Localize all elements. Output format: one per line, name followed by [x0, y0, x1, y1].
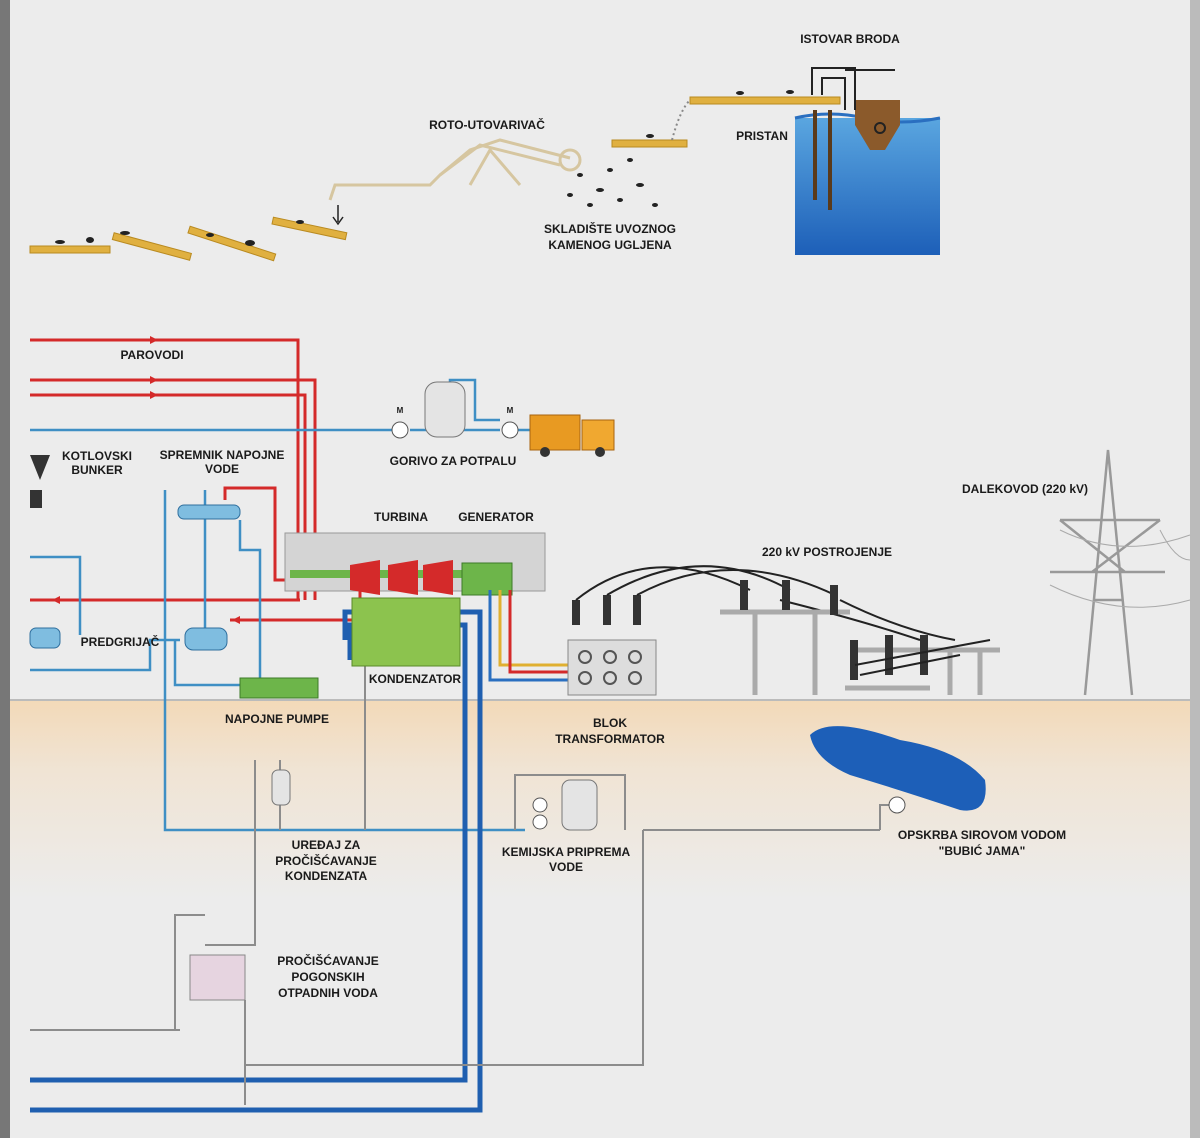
label: BLOK	[593, 716, 627, 730]
label: PAROVODI	[120, 348, 183, 362]
label: OTPADNIH VODA	[278, 986, 378, 1000]
label: "BUBIĆ JAMA"	[939, 843, 1026, 858]
label: PREDGRIJAČ	[81, 634, 160, 649]
label: 220 kV POSTROJENJE	[762, 545, 892, 559]
label: PROČIŠĆAVANJE	[277, 953, 379, 968]
label: KAMENOG UGLJENA	[548, 238, 672, 252]
label: ISTOVAR BRODA	[800, 32, 900, 46]
svg-text:M: M	[507, 406, 514, 415]
label: KONDENZATOR	[369, 672, 462, 686]
label: GORIVO ZA POTPALU	[390, 454, 517, 468]
label: VODE	[205, 462, 239, 476]
svg-text:M: M	[397, 406, 404, 415]
label: TRANSFORMATOR	[555, 732, 665, 746]
label: POGONSKIH	[291, 970, 364, 984]
border	[0, 0, 10, 1138]
label: DALEKOVOD (220 kV)	[962, 482, 1088, 496]
label: OPSKRBA SIROVOM VODOM	[898, 828, 1066, 842]
label: NAPOJNE PUMPE	[225, 712, 329, 726]
label: TURBINA	[374, 510, 428, 524]
background	[0, 0, 1200, 1138]
label: KOTLOVSKI	[62, 449, 132, 463]
label: BUNKER	[71, 463, 123, 477]
label: PRISTAN	[736, 129, 788, 143]
label: SKLADIŠTE UVOZNOG	[544, 221, 676, 236]
label: KONDENZATA	[285, 869, 368, 883]
label: GENERATOR	[458, 510, 534, 524]
border	[1190, 0, 1200, 1138]
label: KEMIJSKA PRIPREMA	[502, 845, 631, 859]
diagram: M M ISTOVAR BRODA ROTO-UTOVARIVAČ PRISTA…	[0, 0, 1200, 1138]
label: VODE	[549, 860, 583, 874]
label: ROTO-UTOVARIVAČ	[429, 117, 545, 132]
label: PROČIŠĆAVANJE	[275, 853, 377, 868]
label: SPREMNIK NAPOJNE	[160, 448, 285, 462]
label: UREĐAJ ZA	[292, 838, 361, 852]
